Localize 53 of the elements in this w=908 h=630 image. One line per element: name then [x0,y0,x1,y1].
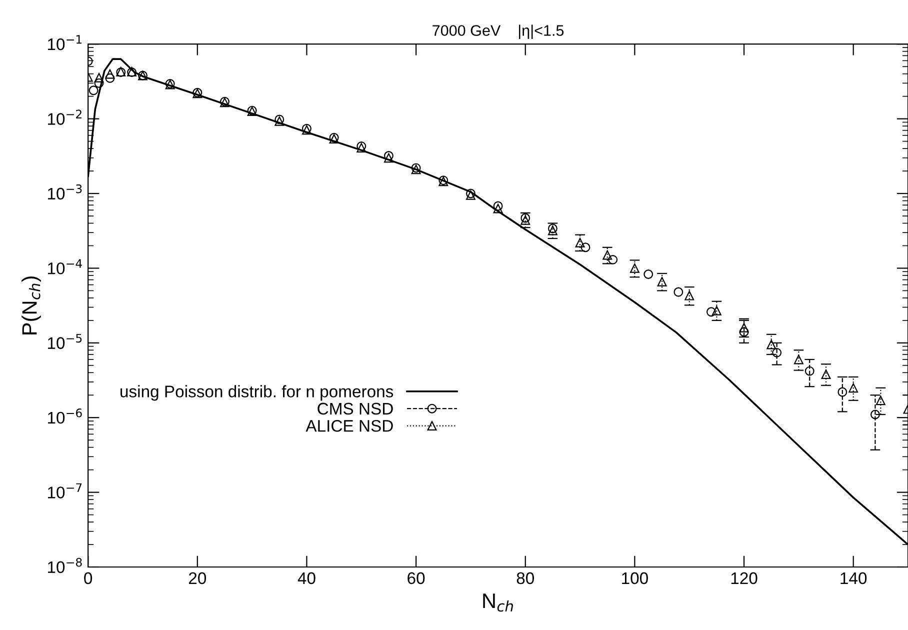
y-tick-label: 10$^{−5}$ [48,334,82,349]
point [384,151,394,160]
point [766,340,776,350]
point [657,276,667,286]
legend-label: using Poisson distrib. for n pomerons [120,385,394,401]
point [493,201,503,211]
point [821,370,831,380]
legend-label: ALICE NSD [306,420,393,432]
point [493,204,503,214]
point [739,327,749,337]
point [630,263,640,273]
x-tick-label: 120 [731,572,758,584]
point [739,322,749,332]
y-tick-label: 10$^{−4}$ [48,259,82,274]
point [772,348,782,358]
point [644,270,654,279]
point [712,306,722,316]
point [88,86,98,96]
legend-label: CMS NSD [318,402,393,415]
x-tick-label: 80 [516,572,534,584]
point [838,387,848,397]
y-tick-label: 10$^{−8}$ [48,558,82,574]
y-tick-label: 10$^{−6}$ [48,408,82,424]
y-tick-label: 10$^{−1}$ [48,35,82,50]
point [94,72,104,82]
x-axis-title: N$_{ch}$ [483,594,513,612]
point [105,73,115,83]
point [575,238,585,248]
x-tick-label: 140 [840,572,867,584]
y-tick-label: 10$^{−7}$ [48,483,82,498]
y-tick-label: 10$^{−3}$ [48,184,82,200]
point [602,250,612,260]
point [105,69,115,79]
point [674,287,684,297]
x-tick-label: 20 [188,572,206,584]
point [580,242,590,252]
point [684,290,694,300]
point [876,396,886,406]
point [870,410,880,420]
point [608,254,618,264]
y-tick-label: 10$^{−2}$ [48,110,82,125]
chart-title: 7000 GeV |η|<1.5 [432,24,564,40]
x-tick-label: 40 [298,572,316,584]
point [804,366,814,376]
point [848,383,858,393]
x-tick-label: 100 [622,572,648,584]
x-tick-label: 60 [408,572,425,584]
point [706,307,716,317]
y-axis-title: P(N$_{ch}$) [22,276,41,334]
point [384,153,394,163]
point [794,354,804,364]
point [94,78,104,88]
x-tick-label: 0 [84,572,92,584]
